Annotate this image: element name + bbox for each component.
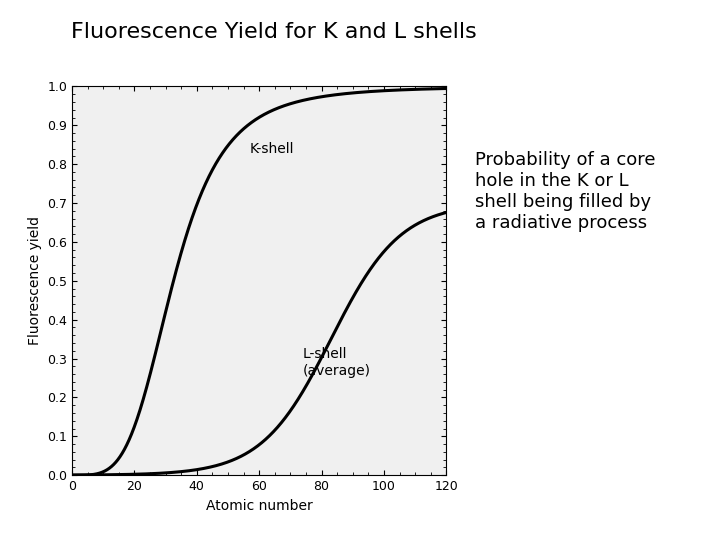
Text: Probability of a core
hole in the K or L
shell being filled by
a radiative proce: Probability of a core hole in the K or L… — [475, 151, 656, 232]
Text: Fluorescence Yield for K and L shells: Fluorescence Yield for K and L shells — [71, 22, 477, 42]
X-axis label: Atomic number: Atomic number — [206, 498, 312, 512]
Y-axis label: Fluorescence yield: Fluorescence yield — [27, 217, 42, 345]
Text: K-shell: K-shell — [250, 141, 294, 156]
Text: L-shell
(average): L-shell (average) — [303, 347, 371, 377]
